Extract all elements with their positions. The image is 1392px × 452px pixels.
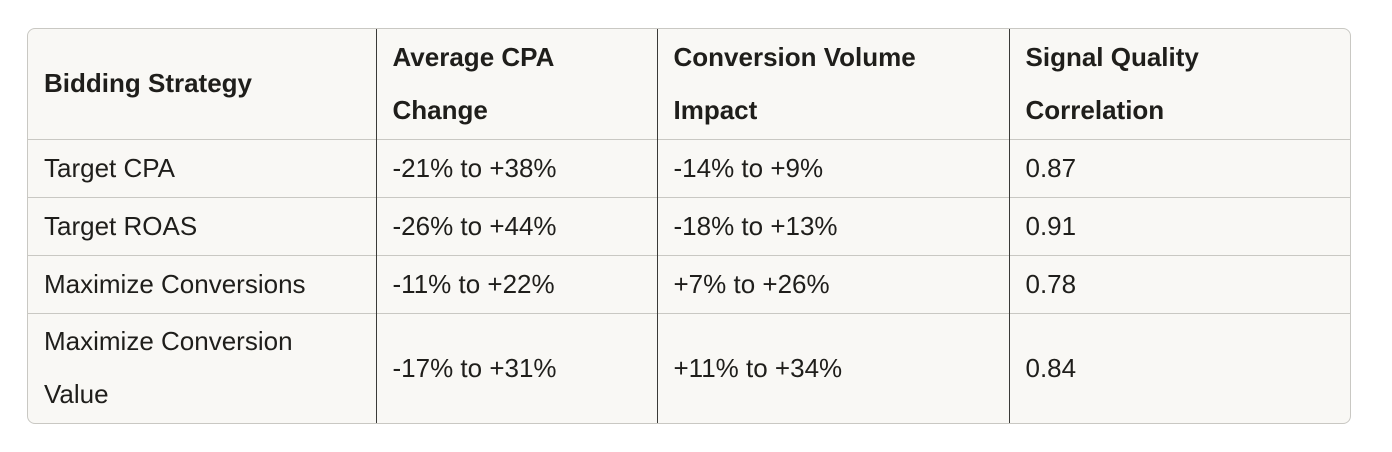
cell-cpa-change: -21% to +38% xyxy=(375,138,657,197)
cell-volume-impact: -14% to +9% xyxy=(656,138,1009,197)
table-header: Bidding Strategy Average CPA Change Conv… xyxy=(28,29,1350,139)
header-bidding-strategy: Bidding Strategy xyxy=(44,68,253,99)
table-body: Target CPA -21% to +38% -14% to +9% 0.87… xyxy=(28,138,1350,423)
data-table: Bidding Strategy Average CPA Change Conv… xyxy=(27,28,1351,424)
cell-signal-correlation: 0.84 xyxy=(1008,312,1350,423)
cell-strategy: Target ROAS xyxy=(28,196,376,255)
header-conversion-volume-impact: Conversion Volume Impact xyxy=(656,29,1009,139)
header-average-cpa-change: Average CPA Change xyxy=(375,29,657,139)
table-row: Target CPA -21% to +38% -14% to +9% 0.87 xyxy=(28,138,1350,197)
cell-signal-correlation: 0.87 xyxy=(1008,138,1350,197)
cell-signal-correlation: 0.91 xyxy=(1008,196,1350,255)
table-row: Maximize Conversions -11% to +22% +7% to… xyxy=(28,254,1350,313)
bidding-strategy-table: Bidding Strategy Average CPA Change Conv… xyxy=(28,29,1350,423)
header-row: Bidding Strategy Average CPA Change Conv… xyxy=(28,29,1350,139)
cell-strategy: Maximize Conversion Value xyxy=(28,312,376,423)
cell-signal-correlation: 0.78 xyxy=(1008,254,1350,313)
cell-strategy: Maximize Conversions xyxy=(28,254,376,313)
cell-cpa-change: -17% to +31% xyxy=(375,312,657,423)
cell-volume-impact: -18% to +13% xyxy=(656,196,1009,255)
cell-strategy: Target CPA xyxy=(28,138,376,197)
table-row: Target ROAS -26% to +44% -18% to +13% 0.… xyxy=(28,196,1350,255)
cell-volume-impact: +7% to +26% xyxy=(656,254,1009,313)
cell-cpa-change: -11% to +22% xyxy=(375,254,657,313)
cell-volume-impact: +11% to +34% xyxy=(656,312,1009,423)
header-signal-quality-correlation: Signal Quality Correlation xyxy=(1008,29,1350,139)
cell-cpa-change: -26% to +44% xyxy=(375,196,657,255)
table-row: Maximize Conversion Value -17% to +31% +… xyxy=(28,312,1350,423)
